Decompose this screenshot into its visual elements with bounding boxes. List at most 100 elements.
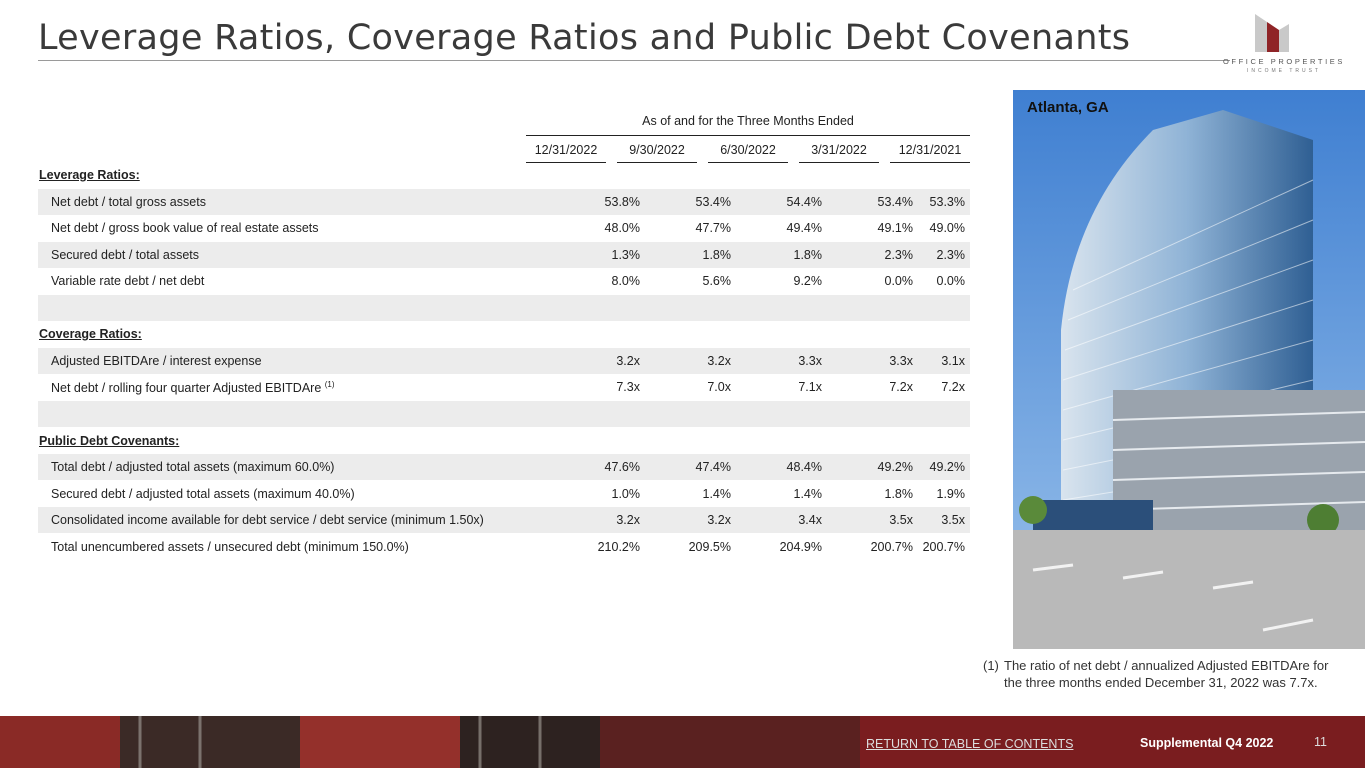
row-label: Net debt / total gross assets <box>51 195 206 209</box>
cell-value: 7.2x <box>941 380 965 394</box>
title-divider <box>38 60 1230 61</box>
cell-value: 53.3% <box>929 195 965 209</box>
section-row: Coverage Ratios: <box>38 321 970 347</box>
spacer-row <box>38 401 970 427</box>
cell-value: 1.9% <box>936 487 966 501</box>
cell-value: 48.0% <box>604 221 640 235</box>
cell-value: 200.7% <box>922 540 965 554</box>
cell-value: 2.3% <box>936 248 966 262</box>
cell-value: 53.8% <box>604 195 640 209</box>
photo-location-label: Atlanta, GA <box>1027 99 1109 116</box>
cell-value: 1.8% <box>793 248 823 262</box>
cell-value: 1.4% <box>793 487 823 501</box>
column-header: 9/30/2022 <box>629 143 685 157</box>
table-row: Total unencumbered assets / unsecured de… <box>38 534 970 560</box>
table-row: Secured debt / adjusted total assets (ma… <box>38 481 970 507</box>
cell-value: 1.4% <box>702 487 732 501</box>
cell-value: 1.8% <box>884 487 914 501</box>
cell-value: 49.2% <box>929 460 965 474</box>
company-logo: OFFICE PROPERTIES INCOME TRUST <box>1214 10 1354 80</box>
column-rule <box>526 162 606 163</box>
footnote-text: The ratio of net debt / annualized Adjus… <box>1004 658 1329 690</box>
section-row: Leverage Ratios: <box>38 162 970 188</box>
section-heading-covenants: Public Debt Covenants: <box>39 434 180 448</box>
row-label: Secured debt / adjusted total assets (ma… <box>51 487 355 501</box>
cell-value: 7.3x <box>616 380 640 394</box>
cell-value: 3.3x <box>889 354 913 368</box>
building-photo <box>1013 90 1365 649</box>
cell-value: 54.4% <box>786 195 822 209</box>
table-row: Total debt / adjusted total assets (maxi… <box>38 454 970 480</box>
table-row: Net debt / total gross assets 53.8% 53.4… <box>38 189 970 215</box>
cell-value: 200.7% <box>870 540 913 554</box>
table-row: Variable rate debt / net debt 8.0% 5.6% … <box>38 268 970 294</box>
cell-value: 3.4x <box>798 513 822 527</box>
cell-value: 3.2x <box>616 513 640 527</box>
cell-value: 3.2x <box>707 513 731 527</box>
cell-value: 3.5x <box>889 513 913 527</box>
column-header: 3/31/2022 <box>811 143 867 157</box>
cell-value: 1.8% <box>702 248 732 262</box>
cell-value: 2.3% <box>884 248 914 262</box>
footnote-ref: (1) <box>324 380 335 389</box>
logo-mark-icon <box>1255 14 1289 52</box>
row-label: Adjusted EBITDAre / interest expense <box>51 354 262 368</box>
cell-value: 53.4% <box>877 195 913 209</box>
cell-value: 49.1% <box>877 221 913 235</box>
cell-value: 7.0x <box>707 380 731 394</box>
column-header: 12/31/2022 <box>534 143 598 157</box>
table-caption: As of and for the Three Months Ended <box>642 114 854 128</box>
logo-line-1: OFFICE PROPERTIES <box>1223 57 1345 66</box>
cell-value: 3.3x <box>798 354 822 368</box>
table-row: Consolidated income available for debt s… <box>38 507 970 533</box>
cell-value: 49.4% <box>786 221 822 235</box>
table-row: Secured debt / total assets 1.3% 1.8% 1.… <box>38 242 970 268</box>
table-row: Adjusted EBITDAre / interest expense 3.2… <box>38 348 970 374</box>
column-rule <box>799 162 879 163</box>
cell-value: 1.3% <box>611 248 641 262</box>
section-row: Public Debt Covenants: <box>38 428 970 454</box>
cell-value: 53.4% <box>695 195 731 209</box>
cell-value: 49.0% <box>929 221 965 235</box>
cell-value: 5.6% <box>702 274 732 288</box>
cell-value: 48.4% <box>786 460 822 474</box>
footnote-number: (1) <box>983 658 999 673</box>
table-row: Net debt / gross book value of real esta… <box>38 215 970 241</box>
row-label: Secured debt / total assets <box>51 248 200 262</box>
cell-value: 0.0% <box>884 274 914 288</box>
cell-value: 3.2x <box>707 354 731 368</box>
cell-value: 3.2x <box>616 354 640 368</box>
cell-value: 9.2% <box>793 274 823 288</box>
row-label: Total unencumbered assets / unsecured de… <box>51 540 409 554</box>
column-rule <box>617 162 697 163</box>
cell-value: 47.6% <box>604 460 640 474</box>
spacer-row <box>38 295 970 321</box>
column-rule <box>708 162 788 163</box>
column-rule <box>890 162 970 163</box>
row-label: Total debt / adjusted total assets (maxi… <box>51 460 335 474</box>
footer-band <box>0 716 1365 768</box>
section-heading-leverage: Leverage Ratios: <box>39 168 140 182</box>
cell-value: 7.2x <box>889 380 913 394</box>
logo-line-2: INCOME TRUST <box>1247 68 1321 74</box>
return-to-toc-link[interactable]: RETURN TO TABLE OF CONTENTS <box>866 737 1074 751</box>
cell-value: 209.5% <box>688 540 731 554</box>
footer-background-image <box>0 716 1365 768</box>
page-number: 11 <box>1314 735 1327 749</box>
row-label-text: Net debt / rolling four quarter Adjusted… <box>51 381 322 396</box>
cell-value: 7.1x <box>798 380 822 394</box>
cell-value: 1.0% <box>611 487 641 501</box>
cell-value: 204.9% <box>779 540 822 554</box>
supplemental-label: Supplemental Q4 2022 <box>1140 736 1274 750</box>
caption-rule <box>526 135 970 136</box>
row-label: Variable rate debt / net debt <box>51 274 205 288</box>
cell-value: 3.5x <box>941 513 965 527</box>
row-label: Net debt / rolling four quarter Adjusted… <box>51 380 335 395</box>
cell-value: 49.2% <box>877 460 913 474</box>
row-label: Consolidated income available for debt s… <box>51 513 484 527</box>
row-label: Net debt / gross book value of real esta… <box>51 221 319 235</box>
cell-value: 210.2% <box>597 540 640 554</box>
section-heading-coverage: Coverage Ratios: <box>39 327 142 341</box>
cell-value: 47.7% <box>695 221 731 235</box>
column-header: 12/31/2021 <box>898 143 962 157</box>
